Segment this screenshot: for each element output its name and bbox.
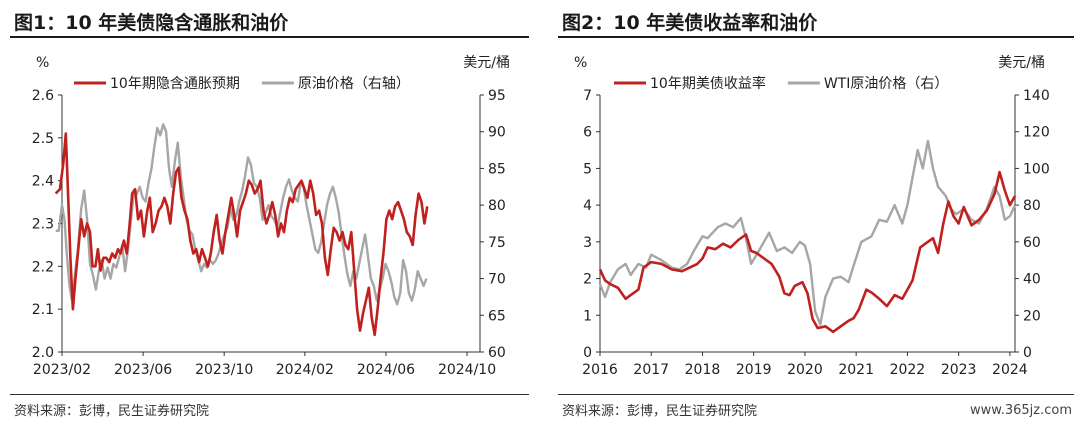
series-line-primary <box>54 132 429 337</box>
figure-2-source: 资料来源：彭博，民生证券研究院 <box>562 404 758 419</box>
left-tick-label: 2.2 <box>32 259 54 275</box>
figure-1-source: 资料来源：彭博，民生证券研究院 <box>14 404 210 419</box>
figure-2-bottom-rule <box>558 394 1074 395</box>
left-tick-label: 0 <box>583 345 592 361</box>
x-tick-label: 2023/10 <box>195 362 253 378</box>
legend-label: 10年期隐含通胀预期 <box>110 76 240 92</box>
x-tick-label: 2024 <box>992 362 1028 378</box>
right-tick-label: 20 <box>1023 308 1041 324</box>
right-unit-label: 美元/桶 <box>463 55 510 71</box>
legend-label: 10年期美债收益率 <box>650 75 766 92</box>
left-tick-label: 3 <box>583 235 592 251</box>
right-tick-label: 80 <box>488 198 506 214</box>
x-tick-label: 2019 <box>736 362 772 378</box>
left-tick-label: 4 <box>583 198 592 214</box>
left-tick-label: 5 <box>583 161 592 177</box>
x-tick-label: 2023 <box>941 362 977 378</box>
left-tick-label: 1 <box>583 308 592 324</box>
right-tick-label: 95 <box>488 88 506 104</box>
left-tick-label: 2.6 <box>32 88 54 104</box>
left-tick-label: 6 <box>583 125 592 141</box>
right-tick-label: 140 <box>1023 88 1050 104</box>
figure-2-chart: % 美元/桶 0 1 2 3 4 5 6 7 0 20 40 60 80 100 120 140 2016 2017 2… <box>574 55 1050 378</box>
figure-2-top-rule <box>558 36 1074 38</box>
right-tick-label: 85 <box>488 161 506 177</box>
legend-label: 原油价格（右轴） <box>298 76 410 92</box>
x-tick-label: 2023/06 <box>114 362 172 378</box>
series-line-secondary <box>55 123 428 306</box>
right-tick-label: 60 <box>1023 235 1041 251</box>
left-tick-label: 2.1 <box>32 302 54 318</box>
figure-1-bottom-rule <box>10 394 529 395</box>
figure-1-top-rule <box>10 36 529 38</box>
right-tick-label: 40 <box>1023 272 1041 288</box>
figure-2-title: 图2：10 年美债收益率和油价 <box>562 12 818 34</box>
watermark: www.365jz.com <box>970 403 1072 418</box>
x-tick-label: 2024/02 <box>276 362 334 378</box>
right-tick-label: 70 <box>488 272 506 288</box>
right-tick-label: 60 <box>488 345 506 361</box>
left-tick-label: 2 <box>583 272 592 288</box>
x-tick-label: 2020 <box>787 362 823 378</box>
left-tick-label: 2.3 <box>32 217 54 233</box>
x-tick-label: 2024/06 <box>357 362 415 378</box>
legend-label: WTI原油价格（右） <box>824 76 949 92</box>
right-tick-label: 80 <box>1023 198 1041 214</box>
x-tick-label: 2023/02 <box>33 362 91 378</box>
figure-1-panel: 图1：10 年美债隐含通胀和油价 % 美元/桶 2.0 2.1 2.2 2.3 2.4 2.5… <box>0 0 535 424</box>
x-tick-label: 2024/10 <box>438 362 496 378</box>
x-tick-label: 2018 <box>685 362 721 378</box>
x-tick-label: 2016 <box>582 362 618 378</box>
left-unit-label: % <box>574 55 587 71</box>
left-tick-label: 2.4 <box>32 174 54 190</box>
x-tick-label: 2021 <box>838 362 874 378</box>
left-tick-label: 2.5 <box>32 131 54 147</box>
figure-1-chart: % 美元/桶 2.0 2.1 2.2 2.3 2.4 2.5 2.6 60 65 70 75 80 85 90… <box>32 55 510 378</box>
figure-2-panel: 图2：10 年美债收益率和油价 % 美元/桶 0 1 2 3 4 5 6 7 0 20 40 60 80 10… <box>548 0 1080 424</box>
left-unit-label: % <box>36 55 49 71</box>
x-tick-label: 2022 <box>890 362 926 378</box>
left-tick-label: 2.0 <box>32 345 54 361</box>
right-unit-label: 美元/桶 <box>998 55 1045 71</box>
right-tick-label: 100 <box>1023 161 1050 177</box>
right-tick-label: 90 <box>488 125 506 141</box>
left-tick-label: 7 <box>583 88 592 104</box>
figure-1-title: 图1：10 年美债隐含通胀和油价 <box>14 12 289 34</box>
right-tick-label: 0 <box>1023 345 1032 361</box>
right-tick-label: 75 <box>488 235 506 251</box>
right-tick-label: 65 <box>488 308 506 324</box>
right-tick-label: 120 <box>1023 125 1050 141</box>
x-tick-label: 2017 <box>633 362 669 378</box>
series-line-primary <box>598 170 1017 334</box>
